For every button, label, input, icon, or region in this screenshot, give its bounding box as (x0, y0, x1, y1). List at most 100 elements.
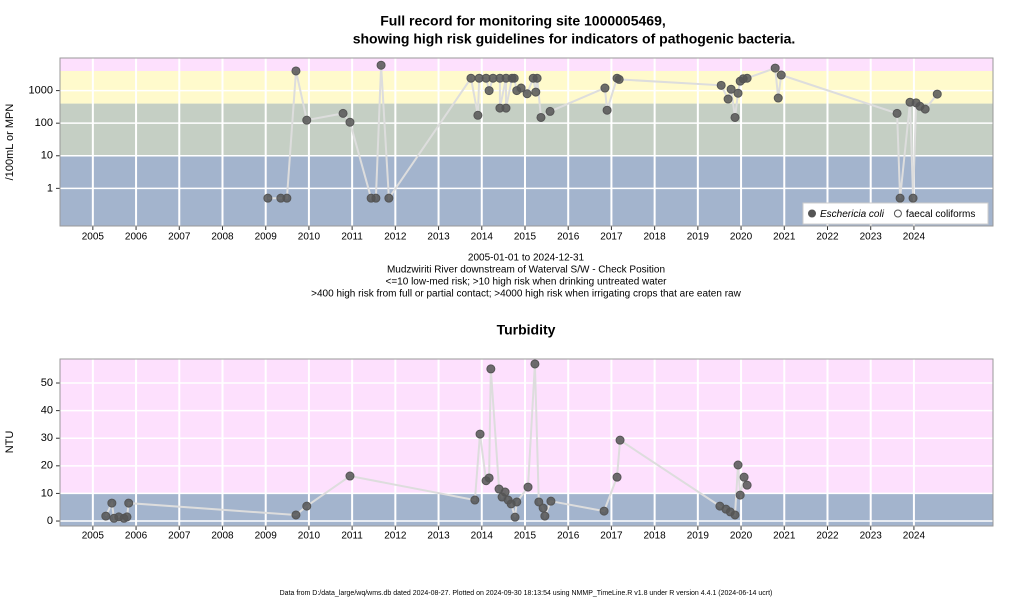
data-point (291, 510, 301, 520)
x-tick-label: 2015 (514, 531, 537, 542)
data-point (282, 193, 292, 203)
x-tick-label: 2018 (644, 232, 667, 243)
data-point (302, 501, 312, 511)
data-point (522, 89, 532, 99)
data-point (599, 506, 609, 516)
x-tick-label: 2024 (903, 531, 926, 542)
x-tick-label: 2023 (860, 232, 883, 243)
x-tick-label: 2018 (644, 531, 667, 542)
x-tick-label: 2009 (255, 232, 278, 243)
data-point (500, 487, 510, 497)
data-point (510, 512, 520, 522)
y-tick-label: 10 (41, 150, 53, 162)
y-tick-label: 1 (47, 182, 53, 194)
data-point (540, 511, 550, 521)
x-tick-label: 2016 (557, 232, 580, 243)
data-point (538, 503, 548, 513)
y-tick-label: 1000 (29, 84, 53, 96)
data-point (470, 495, 480, 505)
x-tick-label: 2011 (341, 531, 363, 542)
data-point (484, 473, 494, 483)
x-tick-label: 2023 (860, 531, 883, 542)
y-tick-label: 30 (41, 432, 53, 444)
y-axis-label: NTU (4, 431, 16, 454)
subtitle-note: 2005-01-01 to 2024-12-31 (468, 253, 585, 264)
y-tick-label: 40 (41, 405, 53, 417)
x-tick-label: 2019 (687, 531, 710, 542)
plot-frame (59, 358, 994, 527)
x-tick-label: 2010 (298, 232, 321, 243)
data-point (376, 60, 386, 70)
x-tick-label: 2008 (211, 232, 234, 243)
data-point (776, 70, 786, 80)
data-point (615, 435, 625, 445)
x-tick-label: 2022 (816, 232, 839, 243)
data-point (733, 88, 743, 98)
x-tick-label: 2024 (903, 232, 926, 243)
x-tick-label: 2021 (773, 232, 796, 243)
x-tick-label: 2007 (168, 531, 191, 542)
data-point (730, 510, 740, 520)
subtitle-note: Mudzwiriti River downstream of Waterval … (387, 265, 665, 276)
x-tick-label: 2006 (125, 531, 148, 542)
data-point (516, 83, 526, 93)
x-tick-label: 2014 (471, 232, 494, 243)
data-point (302, 115, 312, 125)
data-point (473, 110, 483, 120)
x-tick-label: 2016 (557, 531, 580, 542)
x-tick-label: 2005 (82, 232, 105, 243)
x-tick-label: 2009 (255, 531, 278, 542)
data-point (475, 429, 485, 439)
legend-label: faecal coliforms (906, 209, 975, 220)
data-point (532, 73, 542, 83)
data-point (920, 104, 930, 114)
data-point (509, 73, 519, 83)
legend-marker (808, 209, 816, 218)
x-tick-label: 2012 (384, 531, 407, 542)
risk-band (60, 103, 993, 156)
data-point (742, 73, 752, 83)
x-tick-label: 2020 (730, 232, 753, 243)
x-tick-label: 2008 (211, 531, 234, 542)
data-point (124, 498, 134, 508)
data-point (770, 63, 780, 73)
data-point (716, 80, 726, 90)
data-point (773, 93, 783, 103)
x-tick-label: 2017 (600, 531, 623, 542)
y-tick-label: 100 (35, 117, 53, 129)
data-point (735, 490, 745, 500)
y-tick-label: 50 (41, 377, 53, 389)
data-point (536, 112, 546, 122)
data-point (908, 193, 918, 203)
data-point (345, 471, 355, 481)
legend-box (802, 202, 989, 225)
legend-marker (893, 209, 902, 218)
data-point (101, 511, 111, 521)
data-point (501, 103, 511, 113)
x-tick-label: 2012 (384, 232, 407, 243)
data-point (384, 193, 394, 203)
x-tick-label: 2015 (514, 232, 537, 243)
x-tick-label: 2010 (298, 531, 321, 542)
plot-frame (59, 57, 994, 227)
x-tick-label: 2017 (600, 232, 623, 243)
y-tick-label: 10 (41, 487, 53, 499)
data-point (895, 193, 905, 203)
data-point (600, 83, 610, 93)
data-point (512, 497, 522, 507)
x-tick-label: 2022 (816, 531, 839, 542)
chart-title: showing high risk guidelines for indicat… (353, 31, 796, 47)
data-point (530, 359, 540, 369)
y-tick-label: 0 (47, 515, 53, 527)
x-tick-label: 2014 (471, 531, 494, 542)
data-point (466, 73, 476, 83)
data-point (291, 66, 301, 76)
x-tick-label: 2020 (730, 531, 753, 542)
data-point (534, 497, 544, 507)
risk-band (60, 58, 993, 71)
chart-title: Full record for monitoring site 10000054… (380, 13, 666, 29)
data-point (602, 105, 612, 115)
data-point (733, 460, 743, 470)
data-point (739, 472, 749, 482)
data-point (345, 117, 355, 127)
